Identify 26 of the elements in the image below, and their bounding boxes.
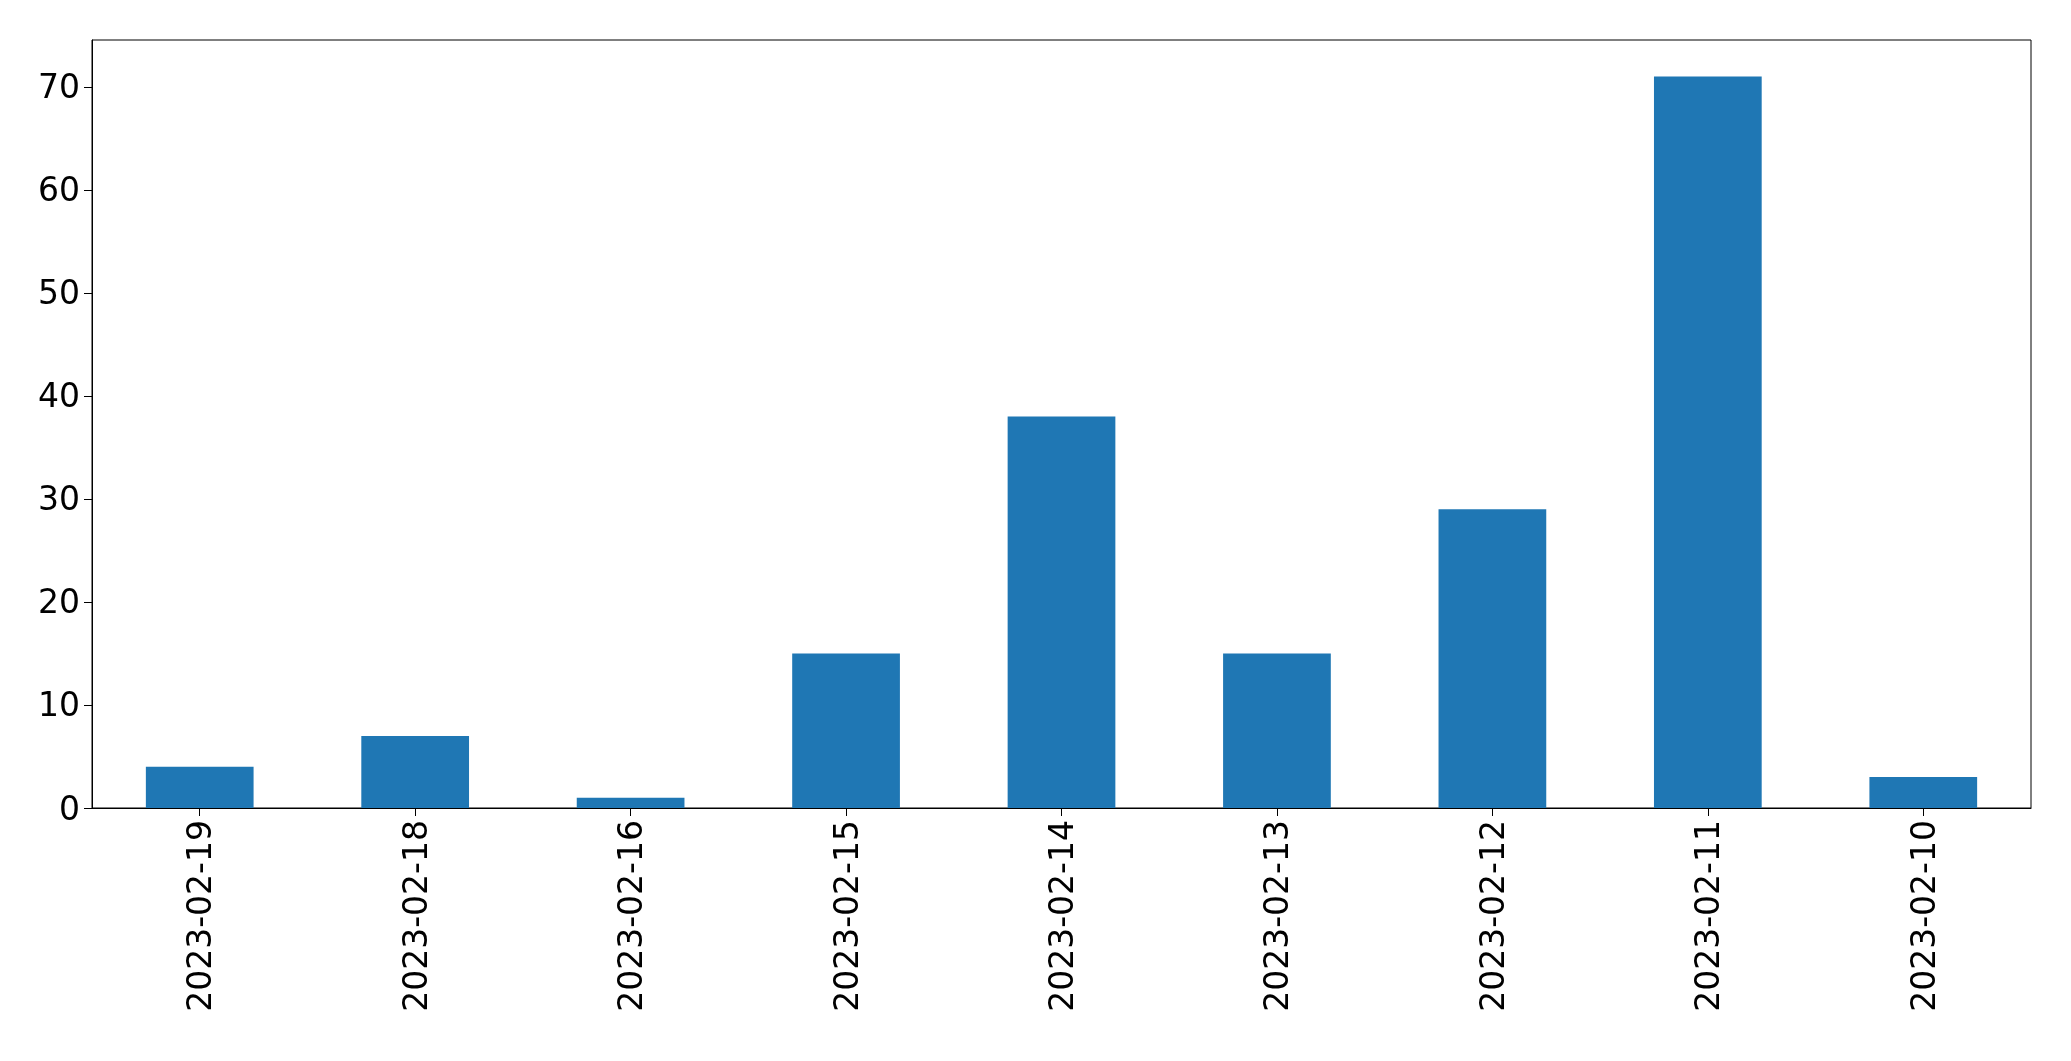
y-tick-label: 10 (38, 685, 80, 725)
x-tick-label: 2023-02-13 (1257, 820, 1297, 1012)
y-tick-label: 70 (38, 67, 80, 107)
bar (361, 735, 470, 808)
x-tick-label: 2023-02-18 (395, 820, 435, 1012)
y-tick-label: 20 (38, 582, 80, 622)
x-tick-label: 2023-02-12 (1472, 820, 1512, 1012)
bar (1869, 777, 1978, 808)
bar (1653, 76, 1762, 808)
bar (1223, 653, 1331, 808)
y-tick-label: 0 (59, 788, 80, 828)
y-tick-label: 60 (38, 170, 80, 210)
y-tick-label: 40 (38, 376, 80, 416)
x-tick-label: 2023-02-15 (826, 820, 866, 1012)
x-tick-label: 2023-02-19 (180, 820, 220, 1012)
x-tick-label: 2023-02-10 (1903, 820, 1943, 1012)
x-tick-label: 2023-02-16 (611, 820, 651, 1012)
x-tick-label: 2023-02-11 (1688, 820, 1728, 1012)
x-tick-label: 2023-02-14 (1042, 820, 1081, 1012)
bar (792, 653, 900, 808)
y-tick-label: 50 (38, 273, 80, 313)
bar (1438, 509, 1547, 808)
bar (576, 797, 685, 808)
bar (1007, 416, 1116, 808)
y-tick-label: 30 (38, 479, 80, 519)
bar (145, 766, 254, 808)
